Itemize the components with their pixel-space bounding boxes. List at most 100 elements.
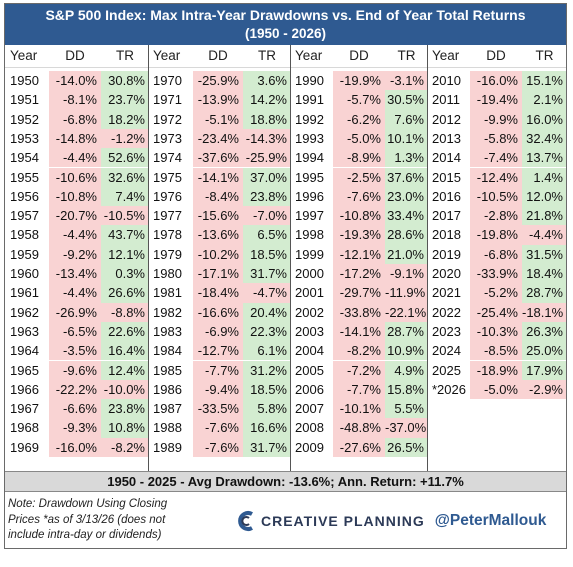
column-header-dd: DD bbox=[65, 48, 85, 63]
table-cell-year: 1955 bbox=[10, 169, 39, 185]
table-cell-tr: 21.8% bbox=[522, 206, 566, 226]
table-cell-tr: -11.9% bbox=[385, 283, 428, 303]
chart-frame: S&P 500 Index: Max Intra-Year Drawdowns … bbox=[4, 3, 567, 549]
table-cell-tr: -18.1% bbox=[522, 302, 566, 322]
table-cell-tr: 12.4% bbox=[101, 360, 149, 380]
table-cell-year: 2011 bbox=[432, 92, 460, 108]
table-cell-year: 1966 bbox=[10, 381, 39, 397]
footnote-line: include intra-day or dividends) bbox=[8, 529, 162, 541]
table-cell-year: 1968 bbox=[10, 420, 39, 436]
table-cell-dd: -10.6% bbox=[49, 167, 101, 187]
table-cell-dd: -7.6% bbox=[193, 437, 243, 457]
table-cell-tr: 18.8% bbox=[243, 109, 291, 129]
table-cell-tr: -4.4% bbox=[522, 225, 566, 245]
table-cell-dd: -7.4% bbox=[470, 148, 522, 168]
table-cell-tr: 1.4% bbox=[522, 167, 566, 187]
column-divider bbox=[290, 45, 291, 471]
table-cell-year: 1975 bbox=[153, 169, 182, 185]
table-cell-tr: 16.4% bbox=[101, 341, 149, 361]
table-cell-year: 1997 bbox=[295, 208, 324, 224]
table-cell-dd: -18.9% bbox=[470, 360, 522, 380]
table-cell-tr: 22.3% bbox=[243, 321, 291, 342]
table-cell-tr: 18.2% bbox=[101, 109, 149, 129]
table-cell-dd: -20.7% bbox=[49, 206, 101, 226]
table-cell-dd: -5.0% bbox=[470, 379, 522, 400]
summary-bar: 1950 - 2025 - Avg Drawdown: -13.6%; Ann.… bbox=[5, 471, 566, 492]
column-header-dd: DD bbox=[486, 48, 506, 63]
table-cell-year: 1973 bbox=[153, 130, 182, 146]
table-cell-dd: -16.0% bbox=[49, 437, 101, 457]
table-cell-dd: -19.4% bbox=[470, 90, 522, 110]
table-cell-tr: 37.6% bbox=[385, 167, 428, 187]
table-cell-year: 1967 bbox=[10, 401, 39, 417]
table-cell-tr: 28.7% bbox=[385, 321, 428, 342]
table-cell-dd: -4.4% bbox=[49, 283, 101, 303]
table-cell-year: 2012 bbox=[432, 111, 461, 127]
table-cell-year: 1999 bbox=[295, 246, 324, 262]
table-cell-dd: -6.8% bbox=[470, 244, 522, 264]
table-cell-year: 2010 bbox=[432, 73, 461, 88]
table-cell-tr: 15.8% bbox=[385, 379, 428, 400]
footnote-line: Prices *as of 3/13/26 (does not bbox=[8, 513, 166, 526]
table-cell-tr: 32.4% bbox=[522, 128, 566, 149]
chart-subtitle: (1950 - 2026) bbox=[244, 26, 327, 41]
table-cell-tr: -14.3% bbox=[243, 128, 291, 149]
table-cell-dd: -9.4% bbox=[193, 379, 243, 400]
table-cell-year: 2024 bbox=[432, 343, 461, 359]
table-cell-dd: -14.0% bbox=[49, 71, 101, 91]
table-cell-year: 1977 bbox=[153, 208, 182, 224]
column-header-year: Year bbox=[153, 48, 181, 63]
table-cell-year: 1988 bbox=[153, 420, 182, 436]
table-cell-year: 2002 bbox=[295, 304, 324, 320]
table-cell-dd: -6.5% bbox=[49, 321, 101, 342]
table-cell-tr: 7.6% bbox=[385, 109, 428, 129]
table-cell-tr: 18.5% bbox=[243, 379, 291, 400]
table-cell-dd: -25.9% bbox=[193, 71, 243, 91]
table-cell-tr: 21.0% bbox=[385, 244, 428, 264]
table-cell-tr: 22.6% bbox=[101, 321, 149, 342]
table-cell-dd: -29.7% bbox=[333, 283, 385, 303]
title-bar: S&P 500 Index: Max Intra-Year Drawdowns … bbox=[5, 4, 566, 45]
table-cell-dd: -33.9% bbox=[470, 264, 522, 284]
table-cell-tr: 30.5% bbox=[385, 90, 428, 110]
table-cell-dd: -14.8% bbox=[49, 128, 101, 149]
table-cell-dd: -7.7% bbox=[333, 379, 385, 400]
table-cell-tr: -3.1% bbox=[385, 71, 428, 91]
table-cell-tr: 16.6% bbox=[243, 418, 291, 438]
table-cell-tr: 26.5% bbox=[385, 437, 428, 457]
table-cell-tr: 6.1% bbox=[243, 341, 291, 361]
table-cell-dd: -6.2% bbox=[333, 109, 385, 129]
table-cell-dd: -5.1% bbox=[193, 109, 243, 129]
table-cell-dd: -6.6% bbox=[49, 399, 101, 419]
column-header-tr: TR bbox=[397, 48, 416, 63]
table-cell-tr: 23.7% bbox=[101, 90, 149, 110]
table-cell-tr: 17.9% bbox=[522, 360, 566, 380]
table-cell-year: 2003 bbox=[295, 323, 324, 339]
column-header-tr: TR bbox=[535, 48, 554, 63]
table-cell-tr: 16.0% bbox=[522, 109, 566, 129]
table-cell-tr: 3.6% bbox=[243, 71, 291, 91]
table-cell-year: 2018 bbox=[432, 227, 461, 243]
table-cell-year: 1952 bbox=[10, 111, 39, 127]
table-cell-tr: 37.0% bbox=[243, 167, 291, 187]
table-cell-tr: -8.8% bbox=[101, 302, 149, 322]
table-cell-year: 1950 bbox=[10, 73, 39, 88]
table-cell-dd: -7.6% bbox=[333, 186, 385, 207]
table-cell-year: 1951 bbox=[10, 92, 39, 108]
table-cell-tr: 0.3% bbox=[101, 264, 149, 284]
creative-planning-logo-icon bbox=[238, 511, 253, 531]
table-cell-dd: -13.4% bbox=[49, 264, 101, 284]
table-cell-dd: -8.9% bbox=[333, 148, 385, 168]
table-cell-year: 2015 bbox=[432, 169, 461, 185]
table-cell-year: 1971 bbox=[153, 92, 182, 108]
table-cell-tr: 4.9% bbox=[385, 360, 428, 380]
table-cell-year: 1957 bbox=[10, 208, 39, 224]
column-header-dd: DD bbox=[349, 48, 369, 63]
table-cell-dd: -5.2% bbox=[470, 283, 522, 303]
table-cell-tr: 15.1% bbox=[522, 71, 566, 91]
column-header-year: Year bbox=[295, 48, 323, 63]
table-cell-dd: -9.6% bbox=[49, 360, 101, 380]
table-cell-dd: -12.4% bbox=[470, 167, 522, 187]
table-cell-dd: -4.4% bbox=[49, 225, 101, 245]
table-cell-dd: -8.2% bbox=[333, 341, 385, 361]
